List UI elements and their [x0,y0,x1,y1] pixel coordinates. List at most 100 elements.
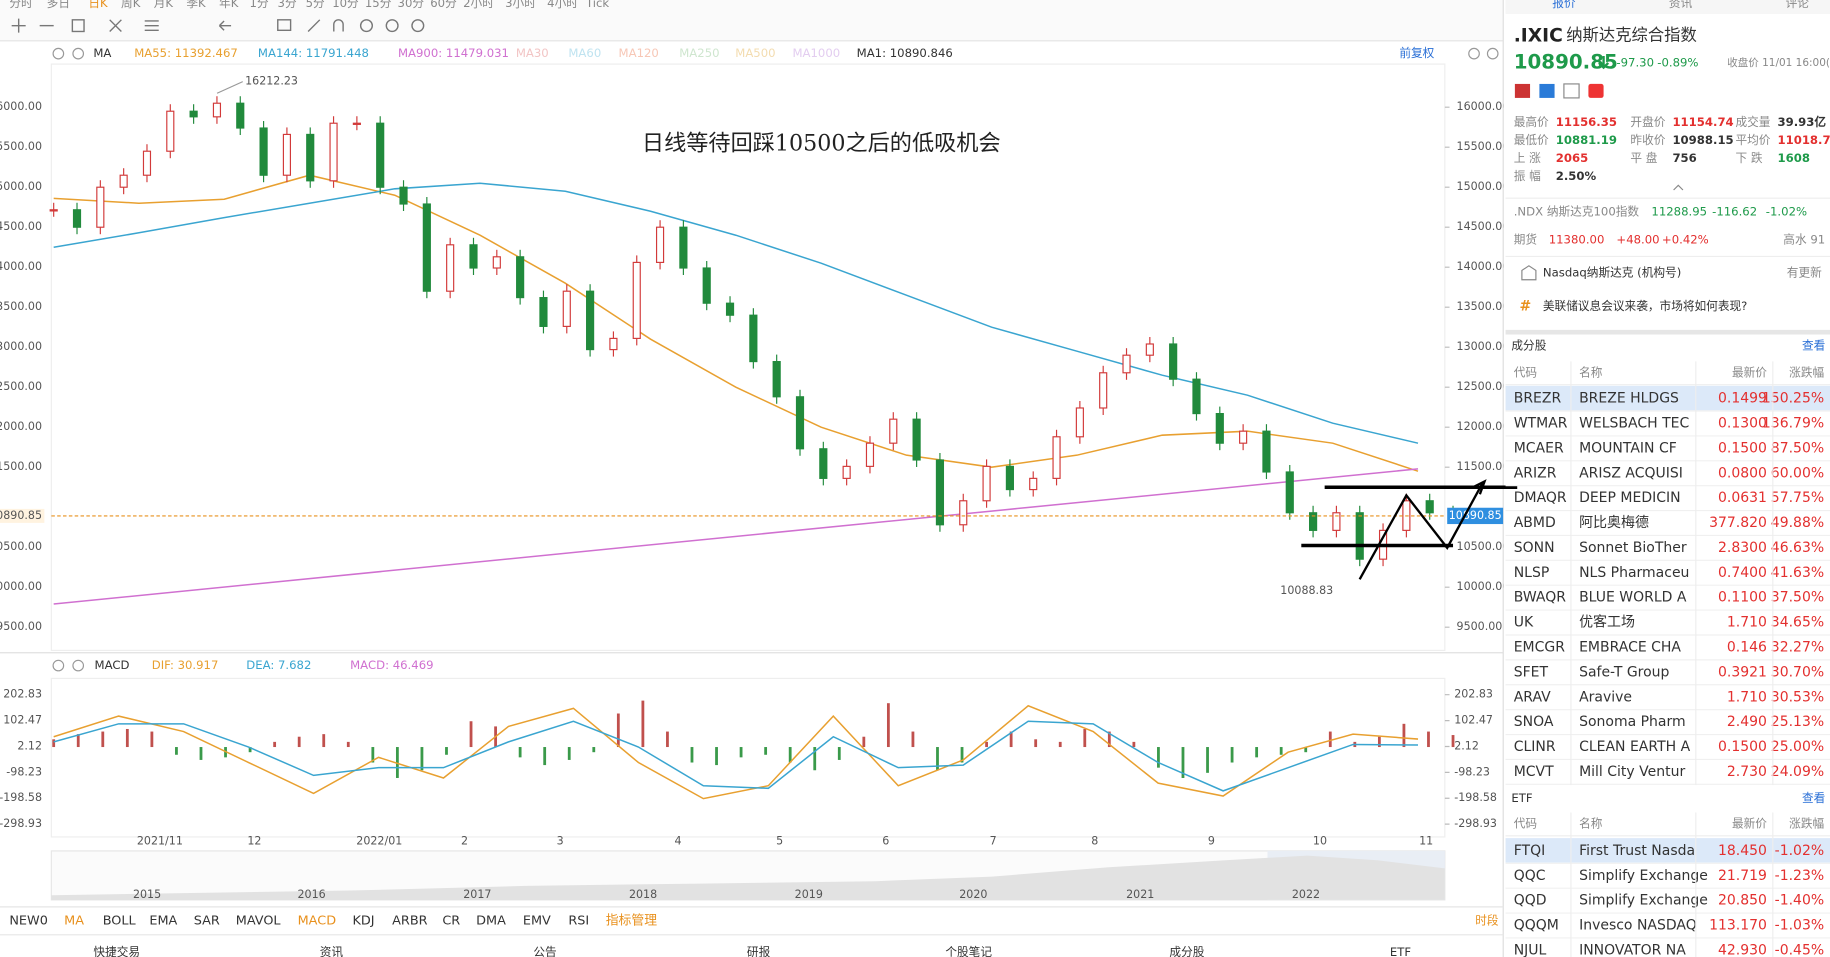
table-cell[interactable]: SONN [1514,540,1555,556]
footer-tab[interactable]: 研报 [747,945,771,957]
table-cell[interactable]: BWAQR [1514,590,1567,606]
period-tab[interactable]: 3小时 [505,0,536,10]
panel-tab[interactable]: 报价 [1552,0,1576,10]
period-tab[interactable]: 30分 [398,0,425,10]
period-tab[interactable]: 15分 [365,0,392,10]
y-tick-label: 15500.00 [0,140,42,153]
y2-tick-label: 11500.00 [1457,460,1510,473]
settings-icon [52,659,65,672]
indicator-tab[interactable]: ARBR [392,913,428,928]
period-tab[interactable]: 时段 [1475,913,1499,927]
indicator-tab[interactable]: EMA [149,913,177,928]
footer-tab[interactable]: 公告 [533,945,556,957]
footer-tab[interactable]: 个股笔记 [945,945,992,957]
table-cell[interactable]: NLSP [1514,565,1550,581]
candle [865,442,875,467]
table-cell[interactable]: CLINR [1514,739,1556,755]
table-cell: First Trust Nasda [1579,843,1695,859]
period-tab[interactable]: 60分 [430,0,457,10]
table-cell: 41.63% [1771,565,1824,581]
indicator-tab[interactable]: SAR [194,913,220,928]
table-cell[interactable]: QQD [1514,893,1547,909]
indicator-tab[interactable]: EMV [523,913,551,928]
y-tick-label: 102.47 [3,714,42,727]
table-cell[interactable]: NJUL [1514,942,1547,957]
table-cell[interactable]: BREZR [1514,391,1562,407]
overview-year: 2016 [298,888,326,901]
indicator-tab[interactable]: DMA [476,913,506,928]
period-tab[interactable]: 日K [88,0,108,10]
more-link[interactable]: 查看 [1802,339,1825,353]
indicator-tab[interactable]: MA [64,913,84,928]
period-tab[interactable]: 4小时 [547,0,578,10]
footer-tab[interactable]: 快捷交易 [93,945,140,957]
indicator-tab[interactable]: 指标管理 [606,913,658,928]
footer-tab[interactable]: 成分股 [1169,945,1204,957]
macd-bar [1034,739,1038,748]
candle [749,314,758,363]
period-tab[interactable]: 月K [154,0,174,10]
news-title[interactable]: 美联储议息会议来袭，市场将如何表现? [1543,299,1747,313]
indicator-tab[interactable]: BOLL [103,913,137,928]
footer-tab[interactable]: ETF [1390,945,1411,957]
period-tab[interactable]: 周K [121,0,141,10]
adjust-button[interactable]: 前复权 [1399,46,1434,60]
period-tab[interactable]: 2小时 [463,0,494,10]
news-title[interactable]: Nasdaq纳斯达克 (机构号) [1543,265,1681,279]
period-tab[interactable]: 5分 [306,0,325,10]
table-cell[interactable]: DMAQR [1514,490,1567,506]
period-tab[interactable]: 3分 [278,0,297,10]
table-cell: 25.13% [1771,714,1824,730]
panel-tab[interactable]: 资讯 [1669,0,1693,10]
table-cell[interactable]: ARIZR [1514,465,1557,481]
indicator-tab[interactable]: MAVOL [236,913,282,928]
symbol: .IXIC [1514,26,1563,47]
period-tab[interactable]: 年K [219,0,239,10]
ma-legend-item: MA250 [679,46,719,60]
ma-line [53,182,1419,444]
table-cell[interactable]: MCVT [1514,764,1554,780]
indicator-tab[interactable]: RSI [568,913,589,928]
period-tab[interactable]: Tick [585,0,609,10]
candle [469,244,478,269]
macd-bar [445,747,448,755]
table-cell[interactable]: UK [1514,615,1534,631]
footer-tab[interactable]: 资讯 [320,945,344,957]
quote-panel: # 报价 资讯 评论 .IXIC 纳斯达克综合指数 10890.85-97.30 -0.89… [1505,0,1830,957]
indicator-tab[interactable]: MACD [298,913,337,928]
table-cell[interactable]: EMCGR [1514,640,1566,656]
macd-bar [911,731,915,748]
table-cell[interactable]: ABMD [1514,515,1556,531]
table-cell[interactable]: WTMAR [1514,416,1568,432]
tool-icon [411,19,425,33]
table-cell[interactable]: FTQI [1514,843,1546,859]
period-tab[interactable]: 1分 [250,0,269,10]
y2-tick-label: 12500.00 [1457,380,1510,393]
panel-tab[interactable]: 评论 [1786,0,1810,10]
low-label: 10088.83 [1280,584,1333,597]
indicator-tab[interactable]: CR [442,913,460,928]
x-tick-label: 12 [247,835,261,848]
table-cell[interactable]: SFET [1514,664,1549,680]
indicator-tab[interactable]: KDJ [352,913,374,928]
period-tab[interactable]: 季K [186,0,206,10]
table-cell[interactable]: QQC [1514,868,1546,884]
indicator-tab[interactable]: NEW0 [9,913,48,928]
macd-bar [739,747,743,758]
period-tab[interactable]: 10分 [332,0,359,10]
panel-tabs [1505,0,1830,14]
ma-legend-item: MA900: 11479.031 [398,46,509,60]
table-cell[interactable]: MCAER [1514,440,1564,456]
index-name: 纳斯达克综合指数 [1566,26,1697,45]
table-cell[interactable]: QQQM [1514,918,1559,934]
table-cell[interactable]: SNOA [1514,714,1554,730]
period-tab[interactable]: 分时 [9,0,33,10]
y-tick-label: -298.93 [0,817,42,830]
y2-tick-label: 2.12 [1454,739,1479,752]
overview-year: 2021 [1126,888,1154,901]
more-link[interactable]: 查看 [1802,791,1825,805]
premium: 高水 91 [1783,233,1825,247]
table-cell[interactable]: ARAV [1514,689,1551,705]
period-tab[interactable]: 多日 [47,0,70,10]
candle [1075,407,1084,438]
